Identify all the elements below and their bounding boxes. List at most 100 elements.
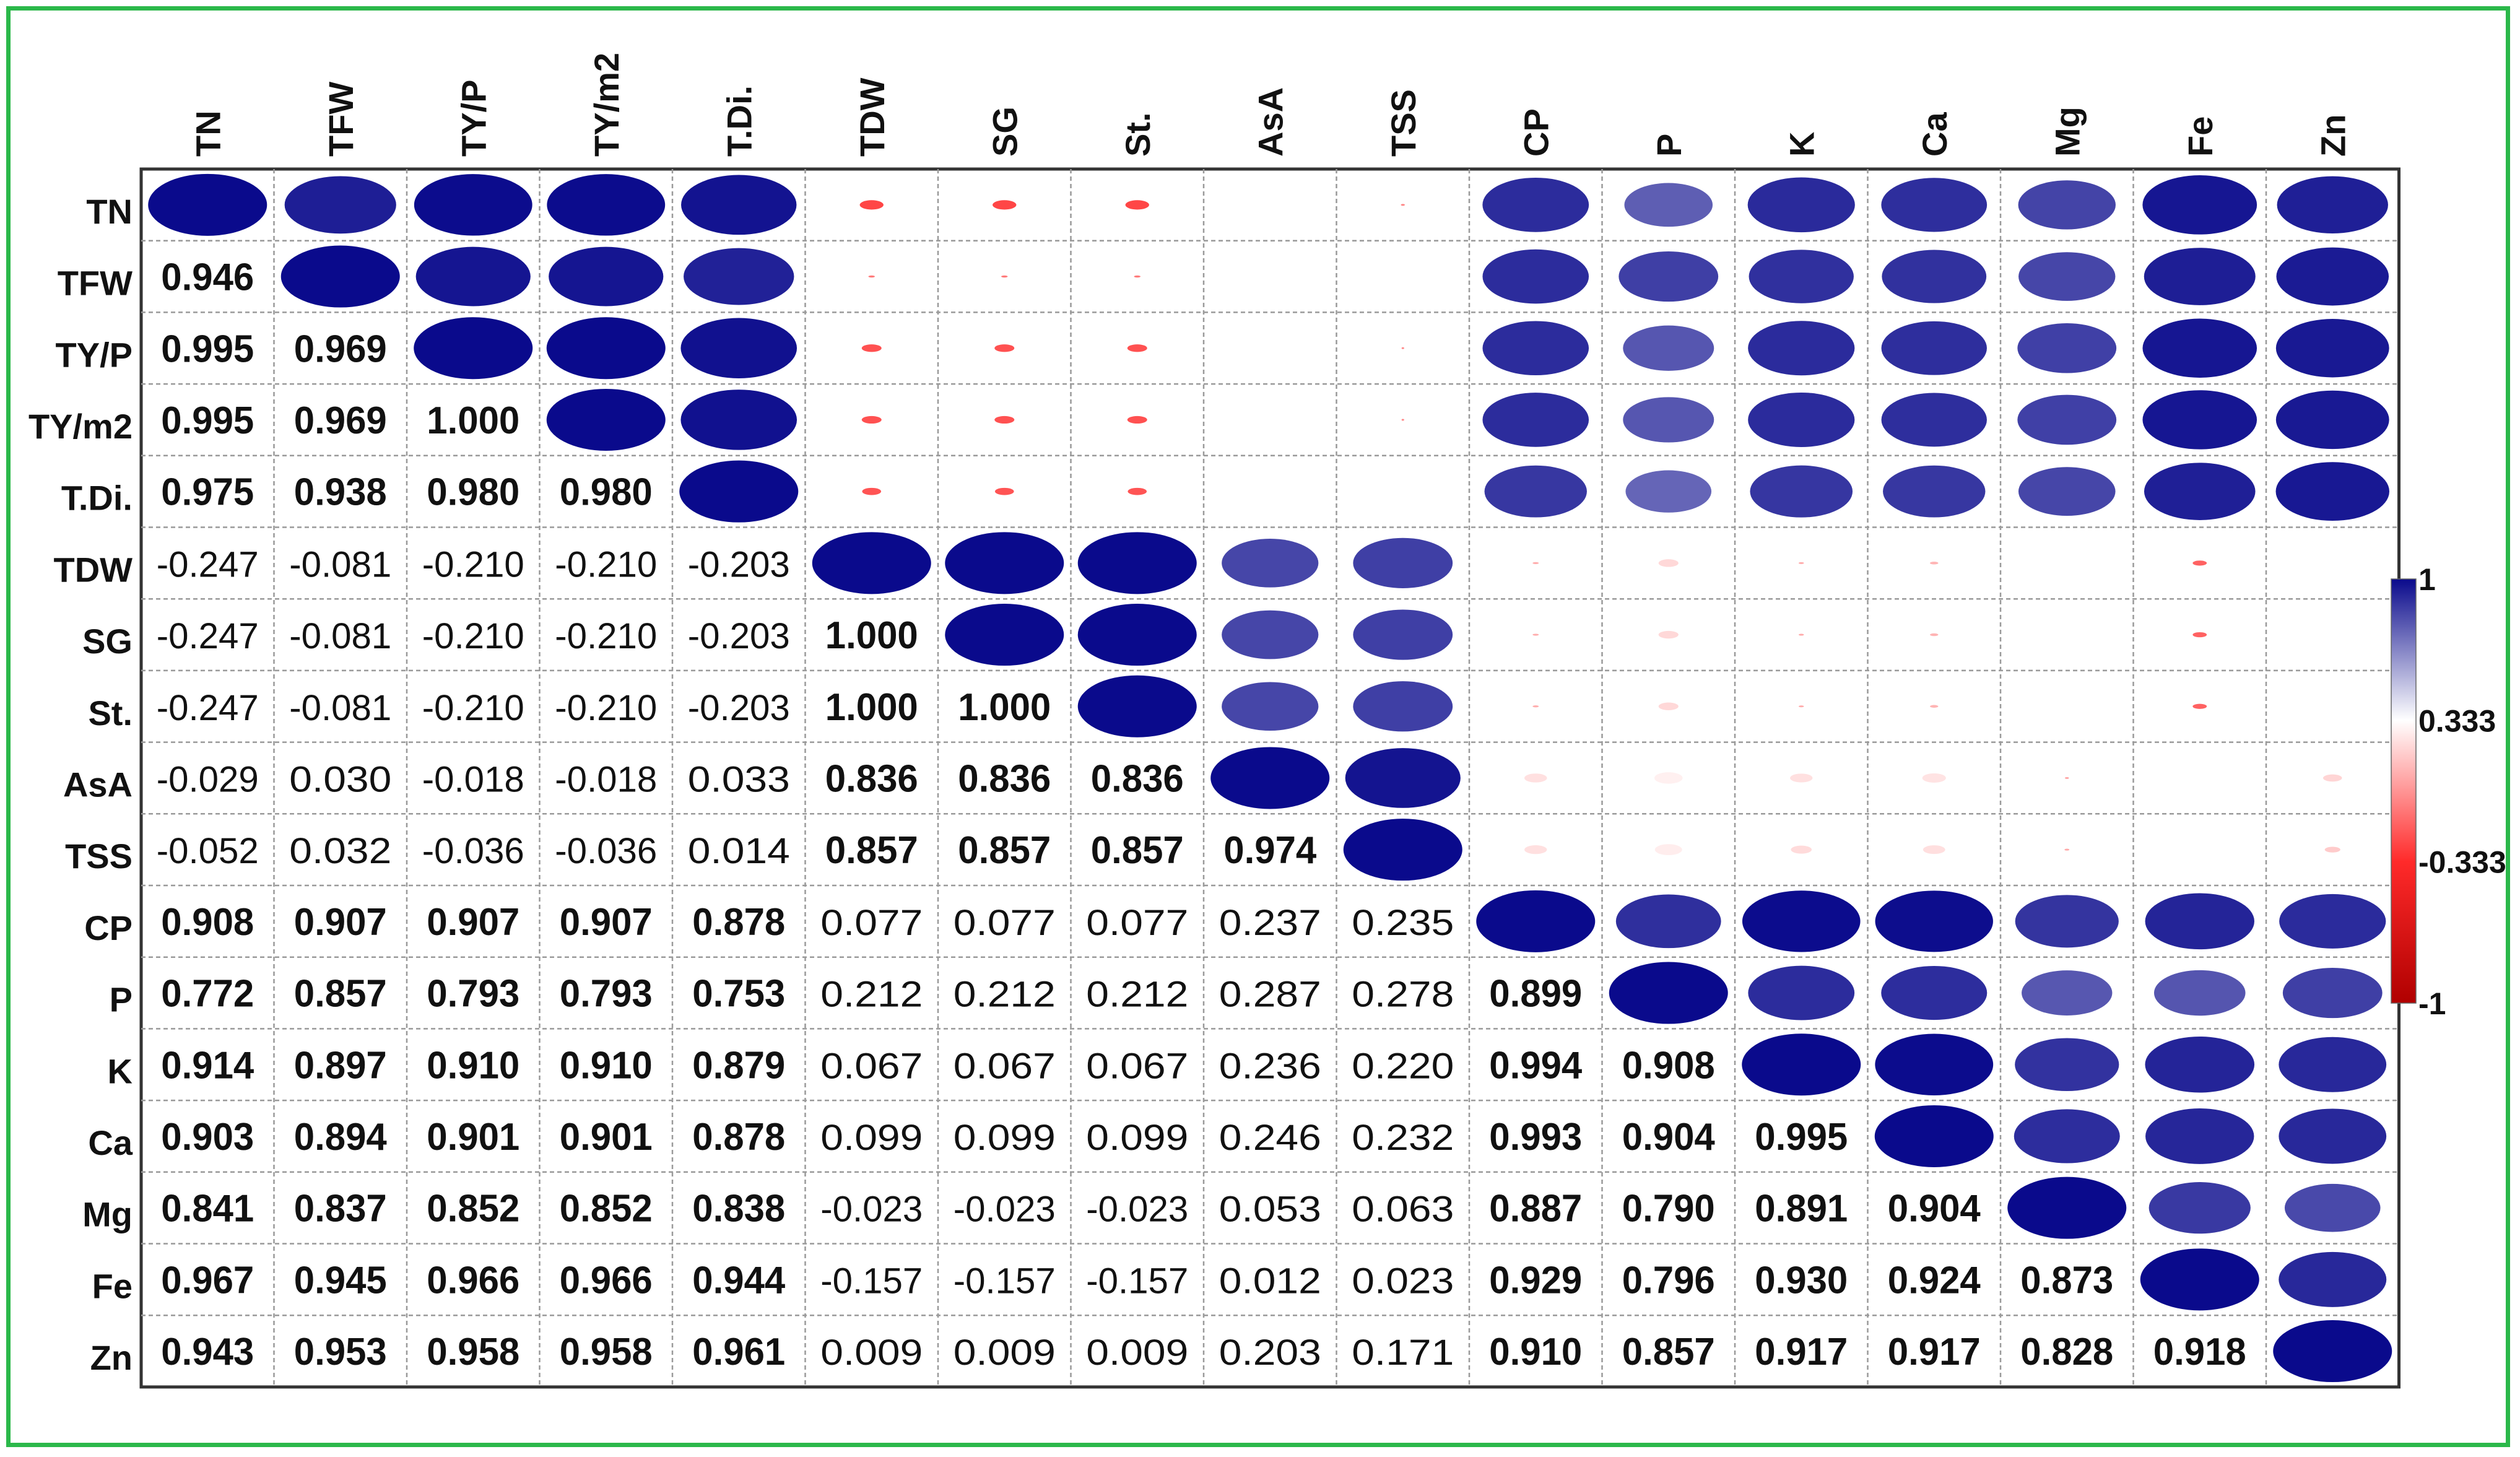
corr-value-Fe-TN: 0.967 bbox=[161, 1259, 254, 1302]
corr-ellipse-St.-AsA bbox=[1222, 682, 1319, 731]
corr-value-P-TY/P: 0.793 bbox=[427, 973, 519, 1016]
corr-value-TSS-AsA: 0.974 bbox=[1223, 829, 1316, 872]
corr-value-Zn-T.Di.: 0.961 bbox=[692, 1331, 785, 1373]
corr-ellipse-TSS-CP bbox=[1524, 845, 1547, 855]
corr-value-K-TSS: 0.220 bbox=[1352, 1046, 1454, 1086]
corr-ellipse-T.Di.-T.Di. bbox=[679, 460, 799, 523]
corr-value-P-TDW: 0.212 bbox=[820, 975, 923, 1015]
corr-ellipse-P-K bbox=[1748, 965, 1855, 1020]
corr-ellipse-SG-K bbox=[1798, 633, 1804, 636]
col-label-Mg: Mg bbox=[2048, 107, 2087, 157]
corr-value-K-CP: 0.994 bbox=[1489, 1044, 1582, 1087]
corr-ellipse-SG-Fe bbox=[2192, 632, 2207, 638]
corr-value-Fe-SG: -0.157 bbox=[954, 1261, 1056, 1301]
corr-ellipse-TN-TFW bbox=[284, 176, 396, 234]
corr-ellipse-TN-TSS bbox=[1401, 204, 1405, 206]
corr-value-K-T.Di.: 0.879 bbox=[692, 1044, 785, 1087]
corr-ellipse-Fe-Zn bbox=[2279, 1251, 2387, 1307]
corr-ellipse-TY/P-TY/P bbox=[414, 317, 533, 380]
corr-value-Zn-TSS: 0.171 bbox=[1352, 1333, 1454, 1373]
corr-value-K-TDW: 0.067 bbox=[820, 1046, 923, 1086]
corr-value-Ca-St.: 0.099 bbox=[1086, 1118, 1188, 1158]
legend-color-bar bbox=[2391, 578, 2417, 1004]
row-label-AsA: AsA bbox=[63, 765, 133, 804]
corr-value-TSS-SG: 0.857 bbox=[958, 829, 1051, 872]
corr-value-Mg-P: 0.790 bbox=[1622, 1188, 1715, 1230]
corr-ellipse-TFW-TFW bbox=[280, 245, 400, 308]
corr-value-K-TN: 0.914 bbox=[161, 1044, 254, 1087]
corr-ellipse-SG-P bbox=[1658, 630, 1679, 639]
corr-ellipse-CP-CP bbox=[1476, 890, 1596, 952]
legend-tick-label: 1 bbox=[2418, 562, 2436, 597]
corr-value-CP-TSS: 0.235 bbox=[1352, 903, 1454, 943]
corr-ellipse-TFW-K bbox=[1749, 250, 1854, 303]
row-label-TSS: TSS bbox=[65, 837, 133, 876]
corr-value-T.Di.-TY/P: 0.980 bbox=[427, 471, 519, 514]
corr-value-Zn-TY/P: 0.958 bbox=[427, 1331, 519, 1373]
labels-layer: TNTFWTY/PTY/m2T.Di.TDWSGSt.AsATSSCPPKCaM… bbox=[28, 53, 2352, 1377]
corr-ellipse-TDW-SG bbox=[945, 532, 1064, 594]
corr-value-Fe-Mg: 0.873 bbox=[2020, 1259, 2113, 1302]
corr-ellipse-TFW-CP bbox=[1482, 249, 1589, 304]
corr-value-Zn-SG: 0.009 bbox=[954, 1333, 1056, 1373]
corr-value-CP-TN: 0.908 bbox=[161, 901, 254, 944]
corr-ellipse-TDW-TDW bbox=[812, 532, 931, 594]
col-label-TSS: TSS bbox=[1384, 89, 1423, 157]
corr-ellipse-St.-P bbox=[1658, 702, 1679, 710]
corr-ellipse-TDW-Fe bbox=[2192, 560, 2207, 566]
corr-value-TY/m2-TFW: 0.969 bbox=[294, 399, 387, 442]
corr-ellipse-TY/P-P bbox=[1623, 325, 1714, 371]
corr-ellipse-TFW-P bbox=[1618, 251, 1719, 302]
corr-value-Ca-T.Di.: 0.878 bbox=[692, 1116, 785, 1159]
corr-value-AsA-St.: 0.836 bbox=[1091, 757, 1184, 800]
col-label-St.: St. bbox=[1118, 112, 1157, 157]
corr-value-CP-SG: 0.077 bbox=[954, 903, 1056, 943]
corr-ellipse-AsA-P bbox=[1654, 772, 1683, 784]
row-label-St.: St. bbox=[88, 694, 133, 733]
corr-value-TDW-T.Di.: -0.203 bbox=[688, 544, 790, 585]
corr-value-Mg-TSS: 0.063 bbox=[1352, 1190, 1454, 1230]
corr-ellipse-TY/P-Mg bbox=[2017, 323, 2117, 373]
corr-ellipse-TY/m2-CP bbox=[1482, 393, 1589, 447]
corr-ellipse-TY/m2-Fe bbox=[2142, 390, 2257, 450]
legend-tick-label: -1 bbox=[2418, 986, 2446, 1021]
corr-value-K-St.: 0.067 bbox=[1086, 1046, 1188, 1086]
corr-value-TDW-TY/m2: -0.210 bbox=[555, 544, 657, 585]
corr-ellipse-T.Di.-Fe bbox=[2144, 463, 2256, 520]
corr-ellipse-CP-Fe bbox=[2145, 893, 2254, 950]
corr-value-K-TY/P: 0.910 bbox=[427, 1044, 519, 1087]
row-label-TDW: TDW bbox=[53, 550, 133, 589]
corr-ellipse-TY/m2-Zn bbox=[2275, 390, 2389, 450]
row-label-K: K bbox=[108, 1051, 133, 1090]
corr-value-CP-TDW: 0.077 bbox=[820, 903, 923, 943]
corr-value-Ca-CP: 0.993 bbox=[1489, 1116, 1582, 1159]
corr-value-CP-TFW: 0.907 bbox=[294, 901, 387, 944]
corr-ellipse-P-Ca bbox=[1881, 965, 1988, 1020]
corr-ellipse-SG-CP bbox=[1532, 633, 1539, 636]
corr-ellipse-Mg-Fe bbox=[2149, 1182, 2251, 1234]
corr-ellipse-AsA-Ca bbox=[1922, 773, 1946, 783]
corr-value-TSS-TN: -0.052 bbox=[157, 831, 259, 871]
corr-value-K-TFW: 0.897 bbox=[294, 1044, 387, 1087]
corr-value-Zn-TFW: 0.953 bbox=[294, 1331, 387, 1373]
corr-value-Mg-TY/P: 0.852 bbox=[427, 1188, 519, 1230]
corr-value-Ca-P: 0.904 bbox=[1622, 1116, 1715, 1159]
corr-ellipse-T.Di.-CP bbox=[1484, 465, 1587, 518]
corr-value-Zn-TN: 0.943 bbox=[161, 1331, 254, 1373]
corr-ellipse-St.-TSS bbox=[1353, 681, 1453, 732]
corr-value-AsA-TDW: 0.836 bbox=[825, 757, 918, 800]
corr-value-T.Di.-TN: 0.975 bbox=[161, 471, 254, 514]
corr-ellipse-SG-Ca bbox=[1930, 633, 1939, 637]
corr-ellipse-TDW-P bbox=[1658, 559, 1679, 567]
corr-ellipse-Ca-Zn bbox=[2279, 1108, 2387, 1164]
corr-value-Fe-TDW: -0.157 bbox=[820, 1261, 923, 1301]
corr-ellipse-Zn-Zn bbox=[2273, 1320, 2392, 1383]
corr-value-St.-TN: -0.247 bbox=[157, 688, 259, 728]
corr-ellipse-TDW-Ca bbox=[1930, 562, 1939, 565]
legend-tick-label: -0.333 bbox=[2418, 845, 2506, 880]
corr-ellipse-CP-Zn bbox=[2279, 894, 2386, 949]
corr-value-P-St.: 0.212 bbox=[1086, 975, 1188, 1015]
row-label-TFW: TFW bbox=[58, 264, 133, 303]
col-label-TY/P: TY/P bbox=[454, 80, 493, 157]
corr-ellipse-TN-TN bbox=[148, 173, 267, 236]
